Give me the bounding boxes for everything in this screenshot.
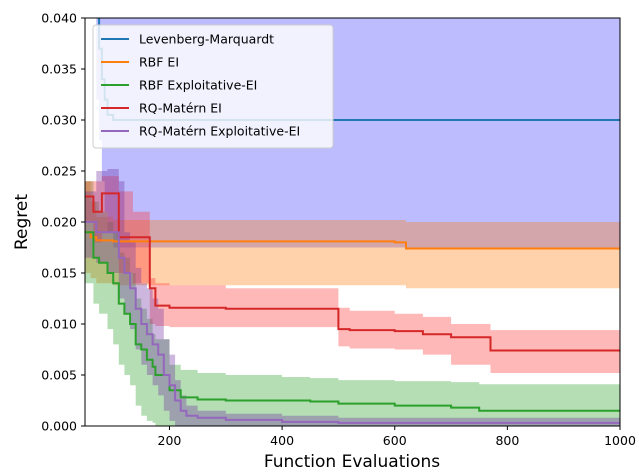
y-tick-label: 0.015 — [41, 266, 77, 281]
band-rq-matern-ei — [85, 176, 620, 373]
x-tick-label: 200 — [158, 433, 182, 448]
y-tick-label: 0.020 — [41, 215, 77, 230]
legend-label-levenberg-marquardt: Levenberg-Marquardt — [139, 32, 274, 47]
y-axis-title: Regret — [12, 194, 32, 250]
legend-label-rq-matern-exploitative-ei: RQ-Matérn Exploitative-EI — [139, 124, 300, 139]
legend-label-rbf-ei: RBF EI — [139, 55, 179, 70]
x-tick-label: 400 — [270, 433, 294, 448]
line-rbf-exploitative-ei — [85, 231, 620, 412]
x-axis-title: Function Evaluations — [264, 452, 440, 472]
x-tick-label: 600 — [383, 433, 407, 448]
legend-label-rbf-exploitative-ei: RBF Exploitative-EI — [139, 78, 257, 93]
x-tick-label: 800 — [495, 433, 519, 448]
y-tick-label: 0.000 — [41, 419, 77, 434]
legend-label-rq-matern-ei: RQ-Matérn EI — [139, 101, 222, 116]
legend: Levenberg-Marquardt RBF EI RBF Exploitativ… — [92, 24, 334, 149]
y-tick-label: 0.025 — [41, 164, 77, 179]
y-tick-label: 0.030 — [41, 113, 77, 128]
line-rq-matern-ei — [85, 192, 620, 352]
x-tick-label: 1000 — [604, 433, 636, 448]
line-rq-matern-exploitative-ei — [85, 221, 620, 424]
y-tick-label: 0.040 — [41, 11, 77, 26]
y-tick-label: 0.005 — [41, 368, 77, 383]
axes: 200 400 600 800 1000 0.000 0.005 0.010 0.015 0.02… — [41, 11, 636, 449]
y-tick-label: 0.010 — [41, 317, 77, 332]
band-rbf-ei — [85, 181, 620, 289]
legend-box — [92, 24, 334, 149]
y-tick-label: 0.035 — [41, 62, 77, 77]
band-rbf-exploitative-ei — [85, 181, 620, 426]
